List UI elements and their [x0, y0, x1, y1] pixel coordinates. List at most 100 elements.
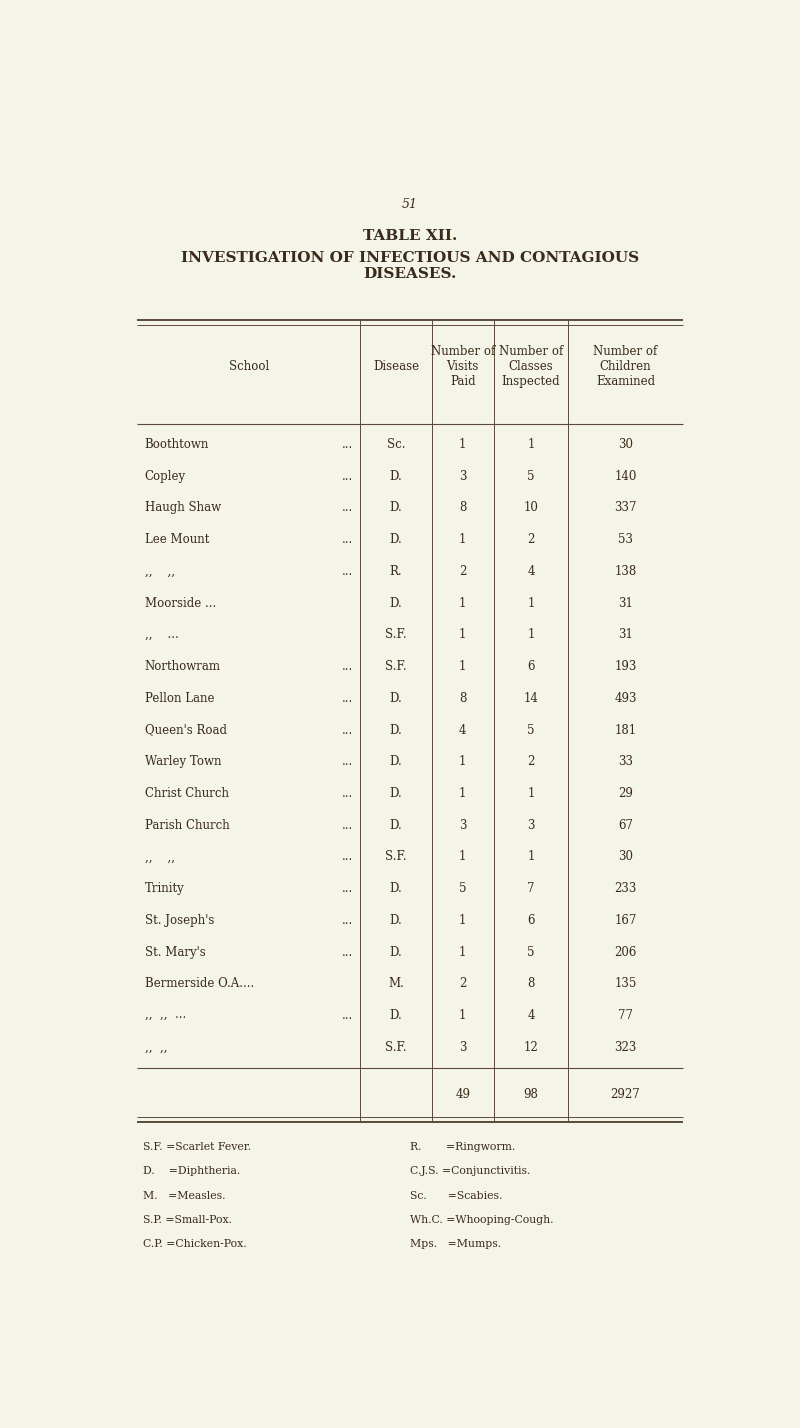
Text: ...: ...	[342, 1010, 353, 1022]
Text: 8: 8	[459, 691, 466, 705]
Text: Northowram: Northowram	[145, 660, 221, 673]
Text: 167: 167	[614, 914, 637, 927]
Text: 206: 206	[614, 945, 637, 958]
Text: S.F.: S.F.	[386, 851, 407, 864]
Text: TABLE XII.: TABLE XII.	[363, 228, 457, 243]
Text: 2: 2	[527, 755, 534, 768]
Text: 5: 5	[527, 945, 534, 958]
Text: D.: D.	[390, 1010, 402, 1022]
Text: St. Joseph's: St. Joseph's	[145, 914, 214, 927]
Text: 30: 30	[618, 851, 633, 864]
Text: 6: 6	[527, 660, 534, 673]
Text: Queen's Road: Queen's Road	[145, 724, 226, 737]
Text: 1: 1	[459, 1010, 466, 1022]
Text: 49: 49	[455, 1088, 470, 1101]
Text: Sc.      =Scabies.: Sc. =Scabies.	[410, 1191, 502, 1201]
Text: Warley Town: Warley Town	[145, 755, 221, 768]
Text: 135: 135	[614, 977, 637, 990]
Text: INVESTIGATION OF INFECTIOUS AND CONTAGIOUS
DISEASES.: INVESTIGATION OF INFECTIOUS AND CONTAGIO…	[181, 250, 639, 281]
Text: D.: D.	[390, 691, 402, 705]
Text: 14: 14	[523, 691, 538, 705]
Text: 4: 4	[527, 1010, 534, 1022]
Text: ...: ...	[342, 470, 353, 483]
Text: Disease: Disease	[373, 360, 419, 373]
Text: 2: 2	[459, 977, 466, 990]
Text: 233: 233	[614, 883, 637, 895]
Text: Number of
Children
Examined: Number of Children Examined	[594, 346, 658, 388]
Text: Copley: Copley	[145, 470, 186, 483]
Text: D.: D.	[390, 597, 402, 610]
Text: 1: 1	[527, 851, 534, 864]
Text: 1: 1	[459, 438, 466, 451]
Text: 29: 29	[618, 787, 633, 800]
Text: ...: ...	[342, 755, 353, 768]
Text: 8: 8	[527, 977, 534, 990]
Text: 493: 493	[614, 691, 637, 705]
Text: Trinity: Trinity	[145, 883, 184, 895]
Text: Sc.: Sc.	[387, 438, 406, 451]
Text: D.: D.	[390, 883, 402, 895]
Text: ...: ...	[342, 565, 353, 578]
Text: Lee Mount: Lee Mount	[145, 533, 209, 545]
Text: S.F.: S.F.	[386, 660, 407, 673]
Text: Haugh Shaw: Haugh Shaw	[145, 501, 221, 514]
Text: D.: D.	[390, 755, 402, 768]
Text: 5: 5	[459, 883, 466, 895]
Text: ...: ...	[342, 787, 353, 800]
Text: 1: 1	[459, 755, 466, 768]
Text: C.P. =Chicken-Pox.: C.P. =Chicken-Pox.	[143, 1240, 247, 1250]
Text: ...: ...	[342, 883, 353, 895]
Text: Number of
Classes
Inspected: Number of Classes Inspected	[498, 346, 563, 388]
Text: 1: 1	[459, 787, 466, 800]
Text: C.J.S. =Conjunctivitis.: C.J.S. =Conjunctivitis.	[410, 1167, 530, 1177]
Text: 2927: 2927	[610, 1088, 640, 1101]
Text: 1: 1	[459, 660, 466, 673]
Text: D.: D.	[390, 501, 402, 514]
Text: D.: D.	[390, 787, 402, 800]
Text: ...: ...	[342, 660, 353, 673]
Text: 12: 12	[523, 1041, 538, 1054]
Text: ...: ...	[342, 691, 353, 705]
Text: 1: 1	[527, 438, 534, 451]
Text: Mps.   =Mumps.: Mps. =Mumps.	[410, 1240, 501, 1250]
Text: 1: 1	[459, 533, 466, 545]
Text: 3: 3	[459, 470, 466, 483]
Text: ...: ...	[342, 438, 353, 451]
Text: 5: 5	[527, 470, 534, 483]
Text: 1: 1	[459, 945, 466, 958]
Text: 3: 3	[459, 818, 466, 831]
Text: 1: 1	[459, 851, 466, 864]
Text: D.: D.	[390, 533, 402, 545]
Text: S.F. =Scarlet Fever.: S.F. =Scarlet Fever.	[143, 1142, 251, 1152]
Text: ,,    ...: ,, ...	[145, 628, 178, 641]
Text: 2: 2	[527, 533, 534, 545]
Text: R.       =Ringworm.: R. =Ringworm.	[410, 1142, 515, 1152]
Text: 6: 6	[527, 914, 534, 927]
Text: 140: 140	[614, 470, 637, 483]
Text: 3: 3	[527, 818, 534, 831]
Text: Moorside ...: Moorside ...	[145, 597, 216, 610]
Text: ...: ...	[342, 724, 353, 737]
Text: 3: 3	[459, 1041, 466, 1054]
Text: 5: 5	[527, 724, 534, 737]
Text: 1: 1	[527, 597, 534, 610]
Text: St. Mary's: St. Mary's	[145, 945, 206, 958]
Text: 53: 53	[618, 533, 633, 545]
Text: 51: 51	[402, 197, 418, 211]
Text: 1: 1	[459, 914, 466, 927]
Text: 67: 67	[618, 818, 633, 831]
Text: ,,  ,,: ,, ,,	[145, 1041, 167, 1054]
Text: 323: 323	[614, 1041, 637, 1054]
Text: ...: ...	[342, 533, 353, 545]
Text: Bermerside O.A....: Bermerside O.A....	[145, 977, 254, 990]
Text: D.: D.	[390, 945, 402, 958]
Text: S.F.: S.F.	[386, 1041, 407, 1054]
Text: 2: 2	[459, 565, 466, 578]
Text: ...: ...	[342, 945, 353, 958]
Text: 138: 138	[614, 565, 637, 578]
Text: D.: D.	[390, 818, 402, 831]
Text: S.P. =Small-Pox.: S.P. =Small-Pox.	[143, 1215, 233, 1225]
Text: ...: ...	[342, 818, 353, 831]
Text: ,,  ,,  ...: ,, ,, ...	[145, 1010, 186, 1022]
Text: ...: ...	[342, 851, 353, 864]
